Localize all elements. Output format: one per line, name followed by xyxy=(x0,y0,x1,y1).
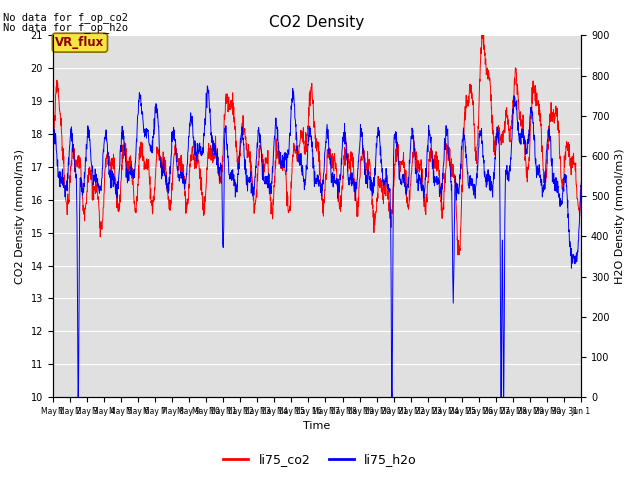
Text: No data for f_op_co2: No data for f_op_co2 xyxy=(3,12,128,23)
Title: CO2 Density: CO2 Density xyxy=(269,15,365,30)
X-axis label: Time: Time xyxy=(303,421,331,432)
Y-axis label: CO2 Density (mmol/m3): CO2 Density (mmol/m3) xyxy=(15,149,25,284)
Legend: li75_co2, li75_h2o: li75_co2, li75_h2o xyxy=(218,448,422,471)
Text: No data for f_op_h2o: No data for f_op_h2o xyxy=(3,22,128,33)
Y-axis label: H2O Density (mmol/m3): H2O Density (mmol/m3) xyxy=(615,148,625,284)
Text: VR_flux: VR_flux xyxy=(55,36,104,49)
